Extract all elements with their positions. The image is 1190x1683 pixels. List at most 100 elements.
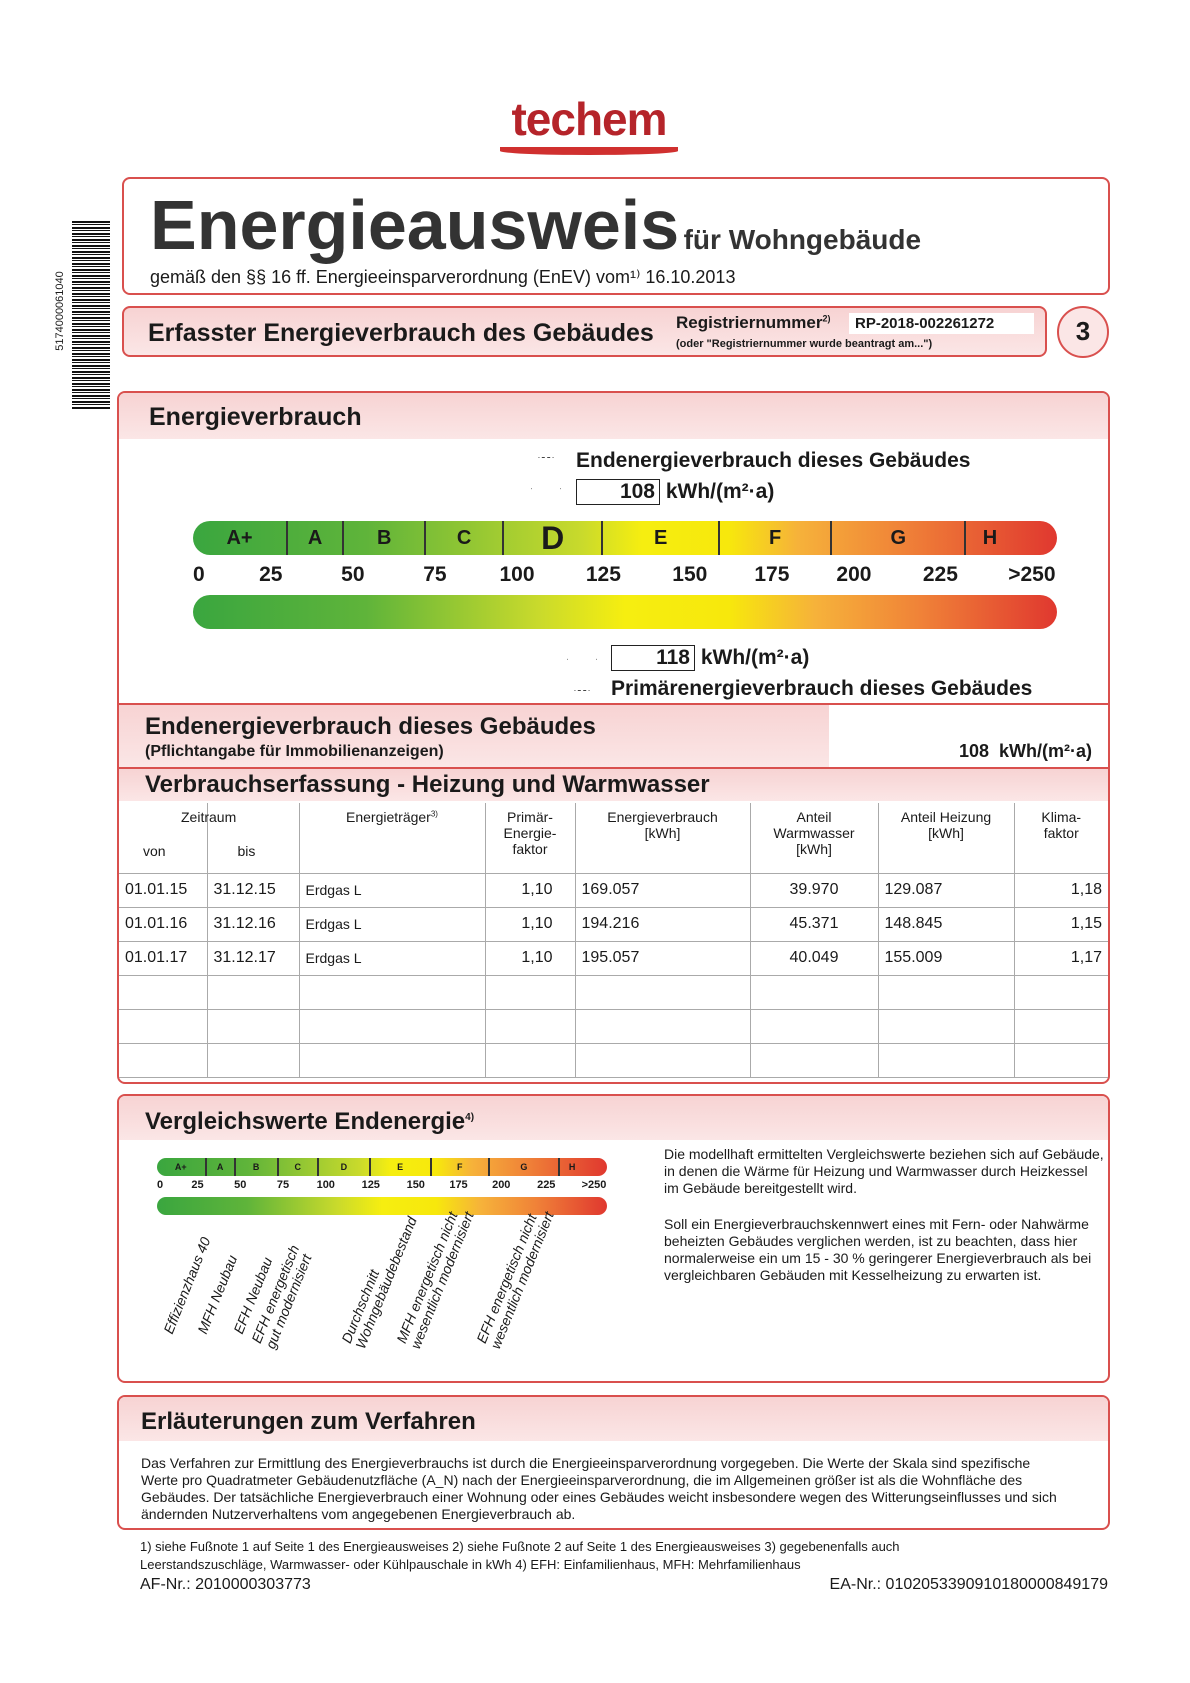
table-cell — [206, 975, 299, 1010]
col-klima: Klima-faktor — [1013, 803, 1108, 874]
table-cell — [1013, 1009, 1108, 1044]
comparison-sup: 4) — [465, 1112, 475, 1123]
table-cell — [749, 975, 878, 1010]
comparison-scale: A+ A B C D E F G H 0 25 50 75 100 125 150 175 200 225 >250 — [157, 1158, 607, 1215]
table-row — [119, 1043, 1108, 1078]
table-cell — [119, 1043, 207, 1078]
class-e: E — [371, 1158, 432, 1176]
tick-label: 25 — [191, 1179, 204, 1191]
col-traeger: Energieträger3) — [298, 803, 485, 874]
comparison-title: Vergleichswerte Endenergie4) — [145, 1108, 474, 1136]
af-number: AF-Nr.: 2010000303773 — [140, 1576, 311, 1593]
tick-label: 225 — [537, 1179, 556, 1191]
table-cell — [484, 975, 575, 1010]
mandatory-note: (Pflichtangabe für Immobilienanzeigen) — [145, 743, 444, 760]
comparison-text-1: Die modellhaft ermittelten Vergleichswer… — [664, 1146, 1104, 1196]
tick-label: 150 — [406, 1179, 425, 1191]
table-cell: 01.01.16 — [119, 907, 207, 942]
explanation-title: Erläuterungen zum Verfahren — [141, 1408, 476, 1435]
table-cell: 129.087 — [877, 873, 1014, 908]
class-a-plus: A+ — [157, 1158, 207, 1176]
col-primaer: Primär-Energie-faktor — [484, 803, 575, 874]
table-cell: 39.970 — [749, 873, 878, 908]
col-heizung: Anteil Heizung [kWh] — [877, 803, 1014, 874]
table-header: Zeitraum von bis Energieträger3) Primär-E… — [119, 803, 1108, 874]
table-cell: 148.845 — [877, 907, 1014, 942]
table-cell: 155.009 — [877, 941, 1014, 976]
class-e: E — [603, 521, 720, 555]
col-von: Zeitraum von — [119, 803, 236, 874]
explanation-text: Das Verfahren zur Ermittlung des Energie… — [141, 1455, 1057, 1522]
class-b: B — [236, 1158, 279, 1176]
header-traeger: Energieträger — [346, 809, 431, 825]
col-warmwasser: Anteil Warmwasser [kWh] — [749, 803, 878, 874]
class-g: G — [832, 521, 967, 555]
tick-label: 50 — [341, 563, 365, 586]
class-b: B — [344, 521, 427, 555]
comparison-box: Vergleichswerte Endenergie4) A+ A B C D E F G H … — [117, 1094, 1110, 1383]
tick-label: 75 — [276, 1179, 290, 1191]
class-c: C — [279, 1158, 319, 1176]
class-d: D — [504, 521, 604, 555]
explanation-box: Erläuterungen zum Verfahren Das Verfahre… — [117, 1395, 1110, 1530]
logo-swoosh — [500, 147, 678, 155]
footnotes: 1) siehe Fußnote 1 auf Seite 1 des Energ… — [140, 1539, 900, 1572]
table-row: 01.01.15 31.12.15 Erdgas L 1,10 169.057 39.97… — [119, 873, 1108, 908]
section-title: Erfasster Energieverbrauch des Gebäudes — [148, 319, 654, 347]
energy-box: Energieverbrauch Endenergieverbrauch die… — [117, 391, 1110, 1084]
primary-value: 118 — [611, 645, 695, 671]
class-a: A — [288, 521, 345, 555]
table-cell: 1,10 — [484, 873, 575, 908]
class-a: A — [207, 1158, 236, 1176]
tick-label: 75 — [423, 563, 447, 586]
table-cell — [119, 975, 207, 1010]
table-cell: 1,17 — [1013, 941, 1108, 976]
table-cell — [749, 1009, 878, 1044]
class-a-plus: A+ — [193, 521, 289, 555]
class-h: H — [982, 527, 998, 549]
barcode-number: 5174000061040 — [54, 271, 66, 351]
header-von: von — [143, 843, 166, 859]
class-d: D — [319, 1158, 371, 1176]
table-cell — [574, 1009, 750, 1044]
tick-label: 200 — [836, 563, 872, 586]
table-cell: Erdgas L — [298, 873, 485, 908]
class-g: G — [490, 1158, 560, 1176]
table-cell — [574, 975, 750, 1010]
header-box: Energieausweis für Wohngebäude gemäß den… — [122, 177, 1110, 295]
ea-number: EA-Nr.: 0102053390910180000849179 — [829, 1576, 1108, 1593]
gradient-bar — [193, 595, 1057, 629]
comparison-gradient-bar — [157, 1197, 607, 1215]
class-f: F — [720, 521, 833, 555]
table-cell: Erdgas L — [298, 941, 485, 976]
tick-label: 0 — [193, 563, 205, 586]
tick-label: 125 — [361, 1179, 380, 1191]
table-cell: 01.01.15 — [119, 873, 207, 908]
table-row — [119, 975, 1108, 1010]
scale-ticks: 0 25 50 75 100 125 150 175 200 225 >250 — [193, 563, 1057, 593]
tick-label: 0 — [157, 1179, 164, 1191]
table-cell: 1,18 — [1013, 873, 1108, 908]
table-cell: 31.12.17 — [206, 941, 299, 976]
mandatory-number: 108 — [958, 741, 989, 761]
table-cell: 1,10 — [484, 941, 575, 976]
header-traeger-sup: 3) — [430, 809, 438, 819]
primary-unit: kWh/(m²·a) — [700, 646, 810, 669]
tick-label: 150 — [672, 563, 708, 586]
table-cell — [749, 1043, 878, 1078]
table-cell — [298, 1009, 485, 1044]
table-cell — [484, 1009, 575, 1044]
consumption-title: Verbrauchserfassung - Heizung und Warmwa… — [145, 771, 710, 798]
end-energy-label: Endenergieverbrauch dieses Gebäudes — [576, 449, 971, 472]
tick-label: >250 — [1008, 563, 1056, 586]
table-cell — [298, 975, 485, 1010]
table-cell — [877, 1009, 1014, 1044]
class-c: C — [426, 521, 505, 555]
barcode — [72, 221, 110, 409]
reg-label: Registriernummer2) — [676, 313, 830, 333]
tick-label: 225 — [922, 563, 958, 586]
arrow-up-icon — [567, 639, 597, 691]
end-energy-value: 108 kWh/(m²·a) — [576, 479, 774, 505]
title-suffix: für Wohngebäude — [683, 224, 922, 255]
table-cell — [1013, 1043, 1108, 1078]
